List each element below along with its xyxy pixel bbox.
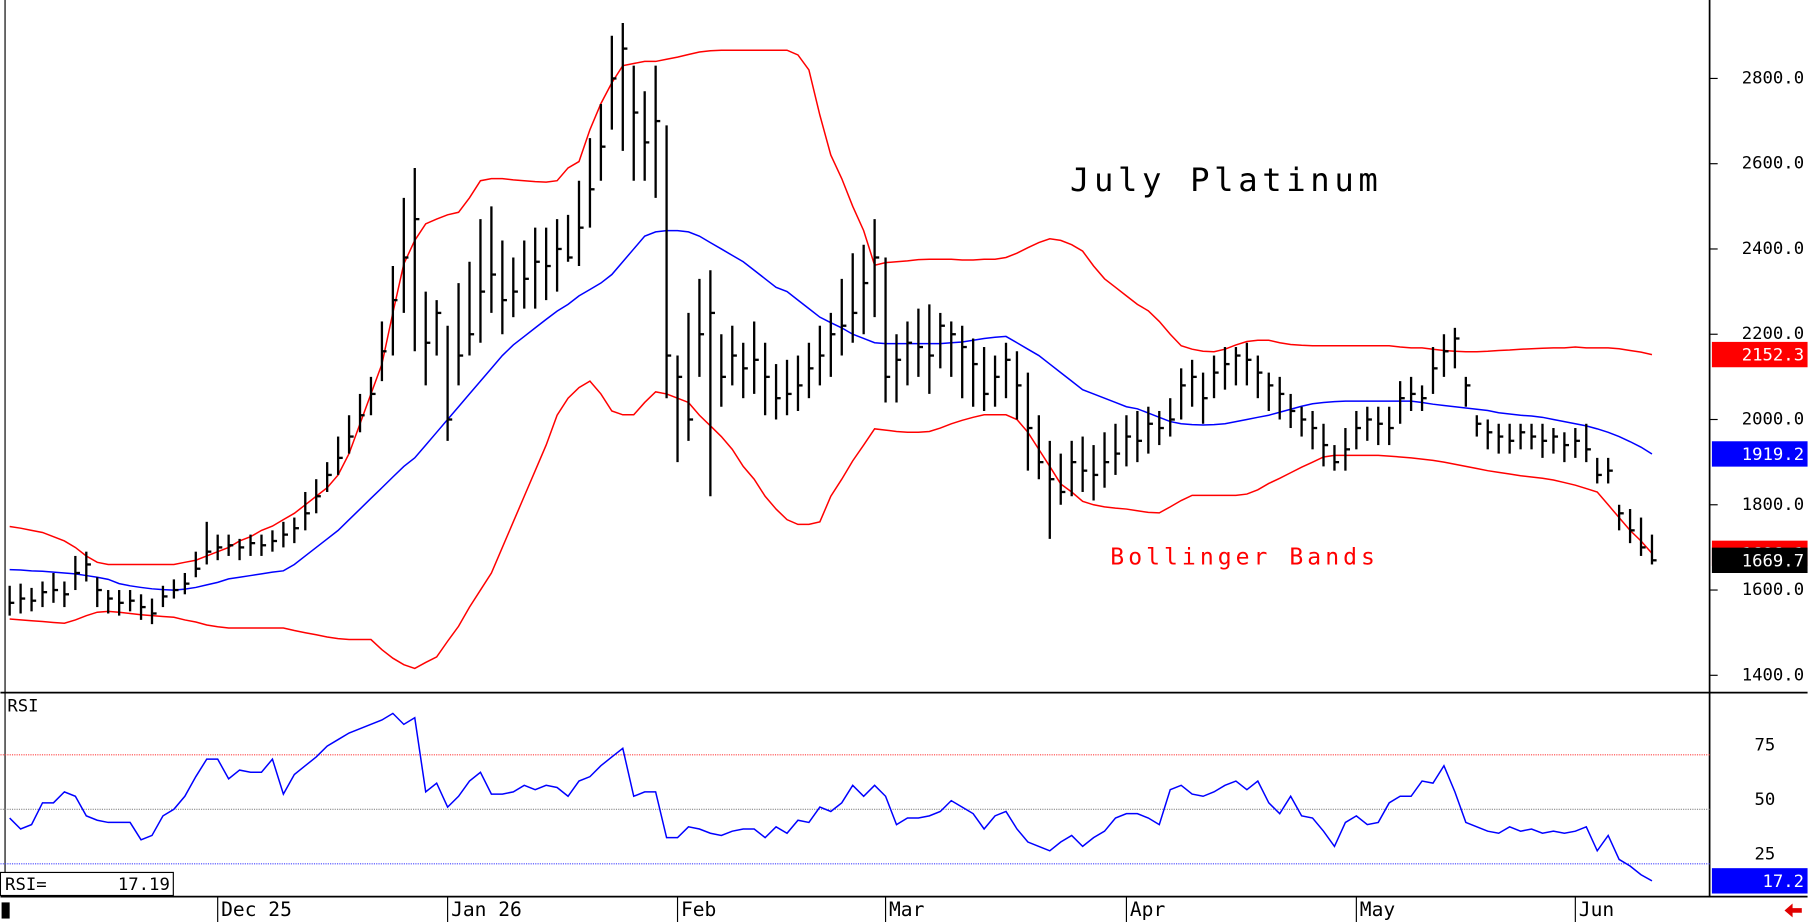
rsi-title: RSI	[7, 696, 38, 716]
x-tick-label: Mar	[889, 898, 925, 921]
y-tick-label: 1600.0	[1742, 580, 1804, 600]
y-tick-label: 2400.0	[1742, 239, 1804, 259]
last-value-tag	[1711, 341, 1808, 368]
chart-title: July Platinum	[1070, 161, 1382, 199]
annotation: Bollinger Bands	[1110, 544, 1379, 570]
x-tick-label: Jun	[1579, 898, 1614, 921]
scroll-marker	[1, 902, 10, 919]
rsi-readout-box	[0, 871, 174, 897]
rsi-tick-label: 25	[1755, 845, 1776, 865]
x-tick-label: Apr	[1130, 898, 1166, 921]
rsi-tick-label: 75	[1755, 736, 1776, 756]
rsi-tick-label: 50	[1755, 790, 1776, 810]
rsi-last-tag-label: 17.2	[1763, 872, 1805, 892]
y-tick-label: 1400.0	[1742, 665, 1804, 685]
last-value-tag	[1711, 441, 1808, 467]
x-tick-label: May	[1360, 898, 1396, 921]
y-tick-label: 2800.0	[1742, 68, 1804, 88]
scroll-arrow	[1784, 903, 1802, 918]
last-value-tag	[1711, 547, 1808, 573]
x-tick-label: Feb	[681, 898, 716, 921]
y-tick-label: 2600.0	[1742, 154, 1804, 174]
last-value-tag-label: 2152.3	[1742, 346, 1804, 366]
rsi-line	[9, 712, 1653, 882]
y-tick-label: 2000.0	[1742, 410, 1804, 430]
x-tick-label: Dec 25	[221, 898, 292, 921]
rsi-readout-value: 17.19	[118, 875, 170, 895]
rsi-readout-label: RSI=	[5, 875, 47, 895]
band-line	[9, 49, 1653, 566]
plot-layer: 1400.0 1600.0 1800.0 2000.0 2200.0 2400.0 2600…	[0, 23, 1808, 922]
rsi-last-tag	[1711, 868, 1808, 894]
last-value-tag-label: 1919.2	[1742, 445, 1804, 465]
y-tick-label: 2200.0	[1742, 324, 1804, 344]
band-line	[9, 380, 1653, 670]
y-tick-label: 1800.0	[1742, 495, 1804, 515]
x-tick-label: Jan 26	[451, 898, 522, 921]
last-value-tag-label: 1669.7	[1742, 551, 1804, 571]
